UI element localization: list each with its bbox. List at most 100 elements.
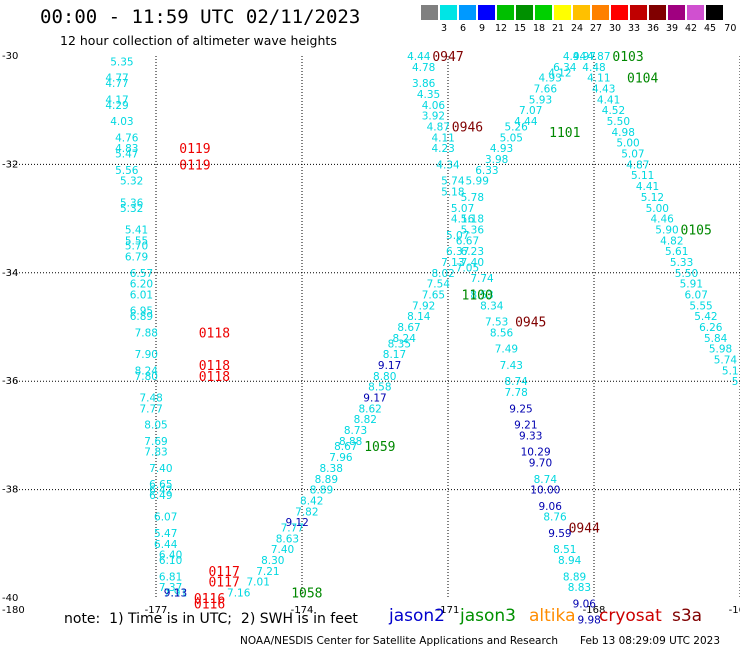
wave-height-value: 4.97 (573, 51, 596, 63)
wave-height-value: 8.56 (490, 327, 514, 339)
time-label: 0118 (199, 326, 230, 341)
wave-height-value: 9.70 (529, 458, 552, 470)
wave-height-value: 5.00 (646, 203, 669, 215)
wave-height-value: 5.1 (722, 365, 739, 377)
wave-height-value: 5.07 (446, 230, 469, 242)
wave-height-value: 5.32 (120, 176, 143, 188)
wave-height-value: 5.07 (451, 203, 474, 215)
wave-height-value: 8.74 (534, 474, 558, 486)
x-tick-label: -168 (583, 605, 606, 616)
color-swatch (478, 5, 495, 20)
wave-height-value: 6.20 (130, 279, 153, 291)
wave-height-value: 4.44 (514, 116, 538, 128)
wave-height-value: 4.52 (602, 105, 625, 117)
color-level-label: 24 (570, 23, 584, 34)
wave-height-value: 9.06 (539, 501, 563, 513)
time-label: 0117 (208, 576, 239, 591)
wave-height-value: 4.94 (563, 51, 587, 63)
wave-height-value: 7.07 (519, 105, 542, 117)
time-label: 0946 (452, 120, 483, 135)
wave-height-value: 7.78 (504, 387, 527, 399)
color-swatch (649, 5, 666, 20)
satellite-label-jason3: jason3 (460, 606, 516, 626)
wave-height-value: 8.88 (339, 436, 362, 448)
wave-height-value: 7.53 (485, 317, 508, 329)
wave-height-value: 4.03 (110, 116, 133, 128)
color-level-label: 9 (478, 23, 486, 34)
color-level-label: 15 (513, 23, 527, 34)
wave-height-value: 6.23 (461, 246, 484, 258)
wave-height-value: 4.11 (587, 73, 610, 85)
wave-height-value: 6.65 (149, 479, 172, 491)
wave-height-value: 5.74 (714, 355, 738, 367)
wave-height-value: 4.83 (115, 143, 138, 155)
time-label: 0117 (208, 565, 239, 580)
wave-height-value: 5.36 (461, 224, 485, 236)
time-label: 1100 (462, 288, 493, 303)
wave-height-value: 6.42 (149, 485, 172, 497)
wave-height-value: 7.92 (412, 300, 435, 312)
wave-height-value: 8.53 (470, 289, 493, 301)
wave-height-value: 7.83 (144, 447, 167, 459)
wave-height-value: 5.05 (500, 132, 523, 144)
wave-height-value: 4.87 (626, 159, 649, 171)
wave-height-value: 9.33 (519, 430, 542, 442)
wave-height-value: 9.13 (164, 588, 187, 600)
wave-height-value: 5.78 (461, 192, 484, 204)
wave-height-value: 7.40 (461, 257, 484, 269)
wave-height-value: 7.49 (495, 344, 518, 356)
wave-height-value: 8.17 (383, 349, 406, 361)
wave-height-value: 8.67 (334, 441, 357, 453)
wave-height-value: 5.91 (680, 279, 703, 291)
wave-height-value: 8.58 (368, 382, 391, 394)
color-swatch (440, 5, 457, 20)
wave-height-value: 8.89 (315, 474, 338, 486)
wave-height-value: 8.62 (358, 403, 381, 415)
wave-height-value: 8.34 (480, 300, 504, 312)
wave-height-value: 6.07 (685, 289, 708, 301)
wave-height-value: 9.25 (509, 403, 532, 415)
color-level-label: 70 (ft) (724, 23, 740, 34)
wave-height-value: 3.92 (422, 111, 445, 123)
wave-height-value: 8.94 (558, 555, 582, 567)
wave-height-value: 8.30 (261, 555, 284, 567)
y-tick-label: -40 (2, 593, 18, 604)
footer-note: note: 1) Time is in UTC; 2) SWH is in fe… (64, 611, 358, 627)
wave-height-value: 4.82 (660, 235, 683, 247)
wave-height-value: 6.57 (130, 268, 153, 280)
wave-height-value: 8.24 (393, 333, 417, 345)
wave-height-value: 4.35 (417, 89, 440, 101)
wave-height-value: 4.93 (490, 143, 513, 155)
wave-height-value: 4.43 (592, 84, 615, 96)
wave-height-value: 7.77 (281, 523, 304, 535)
wave-height-value: 6.49 (149, 490, 172, 502)
color-swatch (687, 5, 704, 20)
wave-height-value: 5.56 (115, 165, 139, 177)
wave-height-value: 8.76 (543, 512, 567, 524)
time-label: 0116 (194, 597, 225, 612)
wave-height-value: 8.24 (135, 365, 159, 377)
wave-height-value: 5.07 (621, 149, 644, 161)
wave-height-value: 3.86 (412, 78, 436, 90)
wave-height-value: 5.12 (641, 192, 664, 204)
wave-height-value: 4.23 (431, 143, 454, 155)
color-swatch (535, 5, 552, 20)
wave-height-value: 6.37 (446, 246, 469, 258)
wave-height-value: 8.83 (568, 582, 591, 594)
wave-height-value: 7.80 (135, 371, 158, 383)
wave-height-value: 9.17 (363, 392, 386, 404)
wave-height-value: 8.02 (431, 268, 454, 280)
color-swatch (592, 5, 609, 20)
wave-height-value: 6.44 (154, 539, 178, 551)
wave-height-value: 4.87 (587, 51, 610, 63)
wave-height-value: 5.32 (120, 203, 143, 215)
wave-height-value: 7.05 (456, 262, 479, 274)
y-tick-label: -34 (2, 268, 18, 279)
wave-height-value: 5.74 (441, 176, 465, 188)
wave-height-value: 4.87 (427, 121, 450, 133)
wave-height-value: 5.84 (704, 333, 728, 345)
color-level-label: 30 (608, 23, 622, 34)
color-swatch (516, 5, 533, 20)
x-tick-label: -177 (145, 605, 168, 616)
